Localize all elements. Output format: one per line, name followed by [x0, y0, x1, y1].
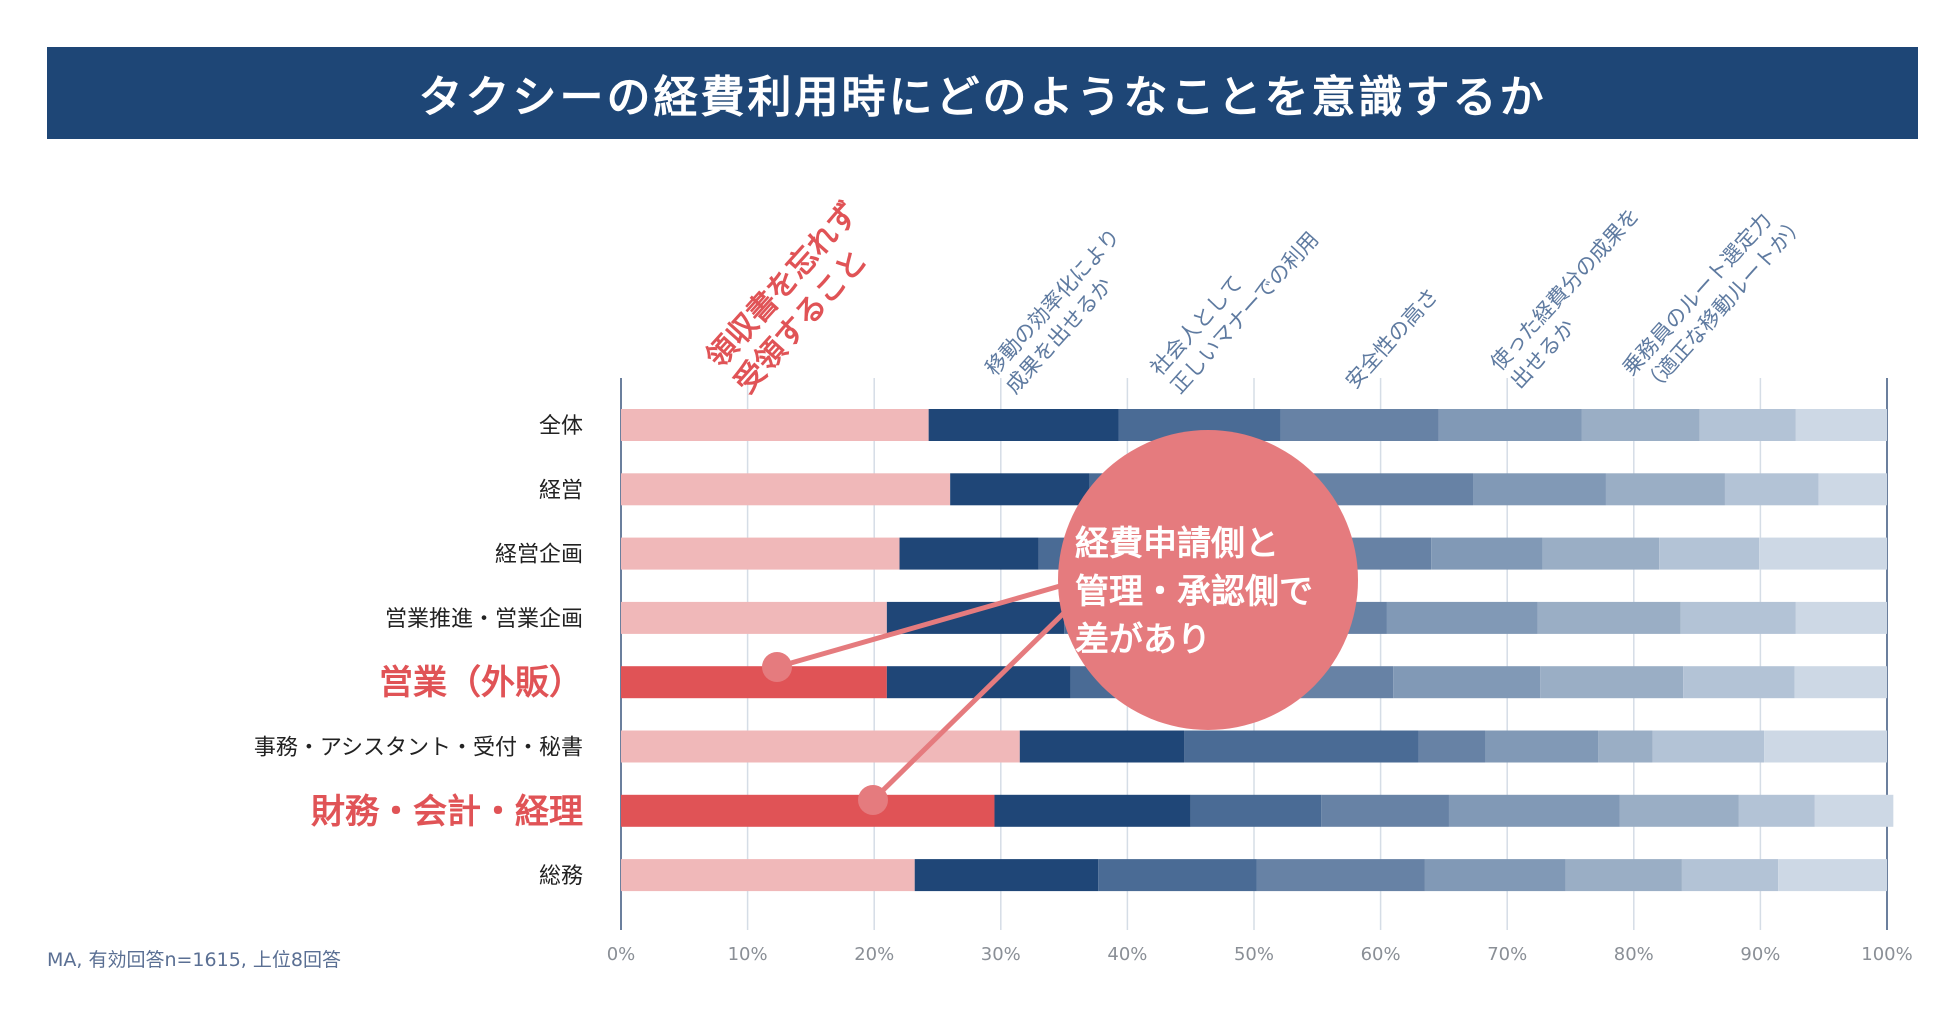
bar-segment [1386, 601, 1538, 634]
bar-segment [1485, 730, 1599, 763]
callout-line: 経費申請側と [1075, 524, 1279, 564]
x-tick-label: 20% [854, 944, 894, 965]
x-tick-label: 60% [1361, 944, 1401, 965]
bar-segment [621, 730, 1020, 763]
callout-connector [776, 583, 1061, 670]
bar-segment [1778, 859, 1887, 892]
bar-segment [1438, 409, 1582, 441]
series-label-line: 乗務員のルート選定力 [1618, 208, 1776, 380]
x-tick-label: 0% [607, 944, 636, 965]
category-label: 営業推進・営業企画 [385, 607, 583, 632]
bar-segment [1659, 537, 1760, 570]
bar-segment [1256, 859, 1425, 892]
bar-segment [899, 537, 1039, 570]
x-tick-label: 50% [1234, 944, 1274, 965]
bar-segment [1680, 601, 1796, 634]
bar-segment [1681, 859, 1779, 892]
footnote: MA, 有効回答n=1615, 上位8回答 [47, 949, 341, 971]
category-label: 財務・会計・経理 [311, 792, 583, 832]
bar-segment [1019, 730, 1185, 763]
bar-segment [1473, 473, 1606, 506]
bar-segment [1565, 859, 1682, 892]
bar-segment [1724, 473, 1819, 506]
series-label-line: 正しいマナーでの利用 [1166, 227, 1324, 398]
bar-segment [621, 601, 887, 634]
series-label-line: 使った経費分の成果を [1486, 203, 1644, 375]
callout-connector [871, 605, 1072, 802]
bar-segment [928, 409, 1119, 441]
bar-segment [1605, 473, 1725, 506]
category-label: 全体 [539, 414, 583, 439]
category-label: 事務・アシスタント・受付・秘書 [254, 736, 583, 761]
callout-dot [858, 785, 888, 815]
bar-segment [621, 537, 900, 570]
bar-segment [1537, 601, 1681, 634]
bar-segment [914, 859, 1099, 892]
bar-segment [1652, 730, 1765, 763]
category-label: 経営 [539, 478, 583, 503]
callout-text: 経費申請側と 管理・承認側で 差があり [1075, 520, 1355, 664]
bar-segment [950, 473, 1090, 506]
bar-segment [1418, 730, 1486, 763]
chart-title: タクシーの経費利用時にどのようなことを意識するか [418, 72, 1547, 123]
bar-segment [1795, 601, 1887, 634]
x-tick-label: 70% [1487, 944, 1527, 965]
bar-segment [1540, 666, 1684, 699]
bar-segment [621, 794, 995, 827]
bar-segment [1814, 794, 1894, 827]
series-label-line: （適正な移動ルートか） [1638, 211, 1810, 399]
bar-segment [1598, 730, 1653, 763]
x-tick-label: 90% [1740, 944, 1780, 965]
bar-segment [1581, 409, 1700, 441]
bar-segment [1190, 794, 1322, 827]
callout-line: 管理・承認側で [1075, 572, 1313, 612]
bar-segment [621, 473, 951, 506]
category-label: 営業（外販） [379, 663, 583, 703]
title-bar: タクシーの経費利用時にどのようなことを意識するか [47, 47, 1918, 139]
bar-segment [1393, 666, 1541, 699]
bar-segment [1542, 537, 1660, 570]
bar-segment [621, 666, 887, 699]
series-label: 乗務員のルート選定力（適正な移動ルートか） [1618, 208, 1810, 399]
bar-segment [1699, 409, 1796, 441]
bar-segment [1321, 794, 1449, 827]
bar-segment [1184, 730, 1419, 763]
category-label: 総務 [539, 864, 583, 889]
bar-segment [1683, 666, 1795, 699]
bar-segment [621, 859, 915, 892]
bar-segment [1280, 409, 1439, 441]
callout-line: 差があり [1075, 620, 1211, 660]
bar-segment [1795, 409, 1887, 441]
x-tick-label: 80% [1614, 944, 1654, 965]
bar-segment [1738, 794, 1815, 827]
bar-segment [621, 409, 929, 441]
series-label: 安全性の高さ [1341, 284, 1443, 394]
bar-segment [1619, 794, 1739, 827]
x-tick-label: 40% [1107, 944, 1147, 965]
bar-segment [1431, 537, 1543, 570]
x-tick-label: 30% [981, 944, 1021, 965]
x-tick-label: 100% [1861, 944, 1912, 965]
category-label: 経営企画 [495, 543, 583, 568]
bar-segment [1424, 859, 1566, 892]
bar-segment [994, 794, 1191, 827]
bar-segment [1759, 537, 1887, 570]
callout-dot [762, 652, 792, 682]
bar-segment [1818, 473, 1887, 506]
series-label-line: 安全性の高さ [1341, 284, 1443, 394]
callout-bubble [1058, 430, 1358, 730]
bar-segment [1794, 666, 1887, 699]
x-tick-label: 10% [728, 944, 768, 965]
bar-segment [886, 666, 1071, 699]
bar-segment [1448, 794, 1620, 827]
bar-segment [1098, 859, 1257, 892]
bar-segment [1764, 730, 1887, 763]
